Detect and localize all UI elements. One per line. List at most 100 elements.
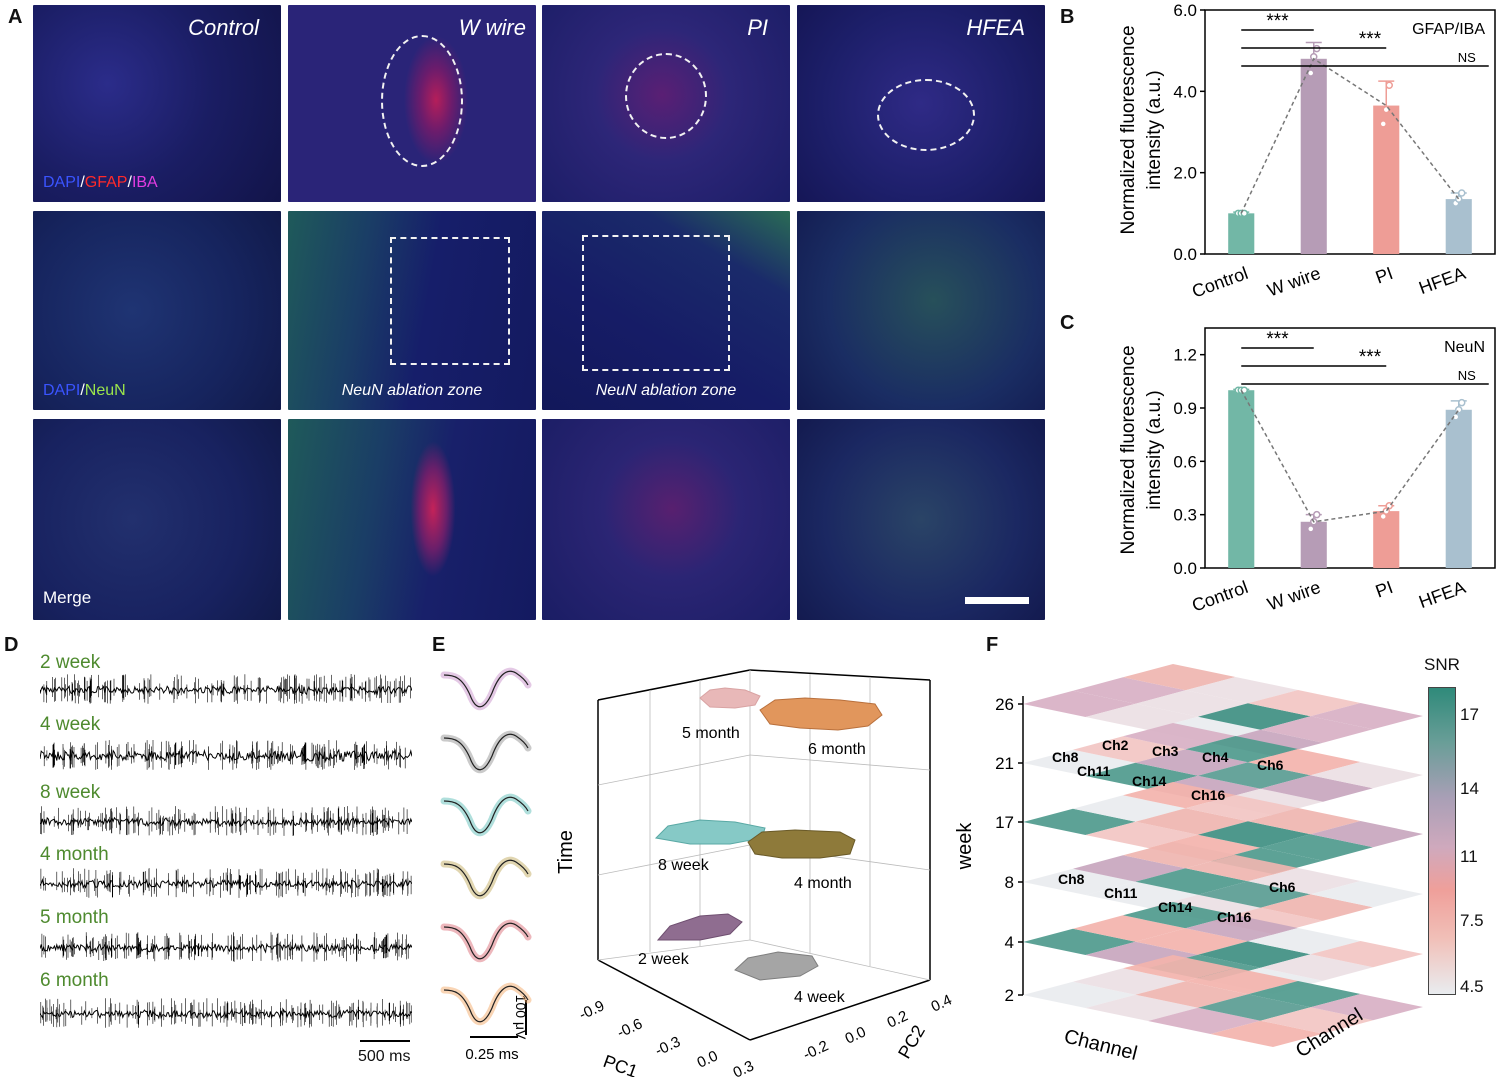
waveform-band xyxy=(440,793,532,837)
cluster-5-month xyxy=(699,687,761,709)
chart-c-sig-label: *** xyxy=(1266,329,1289,350)
snr-cell xyxy=(1310,994,1423,1021)
micrograph-pi-merge xyxy=(542,419,790,620)
trace-label-6-month: 6 month xyxy=(40,970,109,991)
channel-label: Ch3 xyxy=(1152,743,1179,759)
chart-c-ytick-label: 0.6 xyxy=(1173,452,1197,471)
trace-label-2-week: 2 week xyxy=(40,652,101,673)
chart-c-xtick-label: PI xyxy=(1373,577,1396,602)
lesion-outline xyxy=(625,53,707,139)
cluster-label-4-month: 4 month xyxy=(794,875,852,892)
snr-cell xyxy=(1023,981,1136,1008)
colorbar-tick: 17 xyxy=(1460,705,1479,724)
cluster-4-month xyxy=(747,829,856,859)
waveform-band xyxy=(440,667,532,711)
chart-b-ytick-label: 2.0 xyxy=(1173,164,1197,183)
spike-trace-2-week xyxy=(40,674,412,704)
week-tick-label: 2 xyxy=(1005,986,1014,1005)
channel-label: Ch14 xyxy=(1132,773,1166,789)
chart-c-trend-line xyxy=(1240,389,1460,523)
waveform-mean xyxy=(443,922,529,960)
snr-cell xyxy=(1198,821,1311,848)
trace-spikes xyxy=(41,932,409,962)
snr-cell xyxy=(1198,994,1311,1021)
snr-cell xyxy=(1198,941,1311,968)
panel-label-a: A xyxy=(8,6,23,28)
pc2-tick: 0.0 xyxy=(843,1023,869,1047)
waveform-time-scale-label: 0.25 ms xyxy=(465,1046,518,1063)
snr-cell xyxy=(1310,881,1423,908)
snr-cell xyxy=(1073,795,1186,822)
snr-cell xyxy=(1185,736,1298,763)
waveform-band xyxy=(440,856,532,900)
chart-c-sig-label: NS xyxy=(1458,368,1476,383)
chart-b-sig-label: NS xyxy=(1458,50,1476,65)
snr-cell xyxy=(1135,928,1248,955)
trace-label-8-week: 8 week xyxy=(40,782,101,803)
week-tick-label: 17 xyxy=(995,813,1014,832)
panel-label-c: C xyxy=(1060,312,1075,334)
waveform-mean xyxy=(443,670,529,708)
micrograph-control-gfap: Control DAPI/GFAP/IBA xyxy=(33,5,281,202)
chart-b-ytick-label: 6.0 xyxy=(1173,1,1197,20)
snr-cell xyxy=(1135,690,1248,717)
snr-cell xyxy=(1073,677,1186,704)
channel-label: Ch11 xyxy=(1104,885,1138,901)
chart-b-bar-3 xyxy=(1445,199,1472,254)
chart-c-point xyxy=(1379,512,1387,521)
snr-cell xyxy=(1185,915,1298,942)
panel-e-waveforms: 100 μV 0.25 ms xyxy=(440,667,532,1063)
micrograph-wwire-merge xyxy=(288,419,536,620)
trace-baseline xyxy=(40,878,412,890)
trace-label-4-week: 4 week xyxy=(40,714,101,735)
voltage-scale-label: 100 μV xyxy=(513,995,529,1040)
snr-cell xyxy=(1248,690,1361,717)
channel-label: Ch2 xyxy=(1102,737,1129,753)
panel-label-b: B xyxy=(1060,6,1075,28)
chart-c-sig-label: *** xyxy=(1359,347,1382,368)
snr-cell xyxy=(1023,868,1136,895)
snr-cell xyxy=(1248,749,1361,776)
panel-label-e: E xyxy=(432,634,446,656)
channel-label: Ch6 xyxy=(1269,879,1296,895)
micrograph-control-merge: Merge xyxy=(33,419,281,620)
snr-cell xyxy=(1085,881,1198,908)
panel-label-d: D xyxy=(4,634,19,656)
spike-trace-4-week xyxy=(40,740,412,770)
trace-baseline xyxy=(40,816,412,828)
chart-b-sig-label: *** xyxy=(1359,29,1382,50)
cluster-label-2-week: 2 week xyxy=(638,951,690,968)
waveform-mean xyxy=(443,733,529,771)
chart-c-ytick-label: 0.3 xyxy=(1173,506,1197,525)
snr-colorbar: SNR 17 14 11 7.5 4.5 xyxy=(1420,655,1500,1005)
snr-cell xyxy=(1085,762,1198,789)
cluster-label-4-week: 4 week xyxy=(794,989,846,1006)
week-axis-label: week xyxy=(955,822,976,871)
trace-label-5-month: 5 month xyxy=(40,907,109,928)
chart-b: Normalized fluorescence intensity (a.u.)… xyxy=(1118,1,1496,300)
cluster-4-week xyxy=(734,951,819,981)
micrograph-wwire-neun: NeuN ablation zone xyxy=(288,211,536,410)
channel-label: Ch11 xyxy=(1077,763,1111,779)
trace-spikes xyxy=(43,674,411,704)
snr-cell xyxy=(1310,941,1423,968)
time-scale-bar xyxy=(360,1040,410,1042)
spike-trace-6-month xyxy=(40,998,412,1028)
trace-spikes xyxy=(40,868,412,898)
channel-label: Ch8 xyxy=(1058,871,1085,887)
spike-trace-4-month xyxy=(40,868,412,898)
chart-c-ytick-label: 1.2 xyxy=(1173,346,1197,365)
chart-b-plot-frame xyxy=(1204,9,1496,255)
micrograph-control-neun: DAPI/NeuN xyxy=(33,211,281,410)
snr-cell xyxy=(1185,855,1298,882)
channel-label: Ch6 xyxy=(1257,757,1284,773)
chart-b-xtick-label: HFEA xyxy=(1416,263,1468,298)
stain-label-neun: DAPI/NeuN xyxy=(43,382,126,399)
trace-spikes xyxy=(40,998,412,1028)
trace-spikes xyxy=(40,806,408,836)
chart-b-point xyxy=(1379,120,1387,128)
colorbar-tick: 7.5 xyxy=(1460,911,1484,930)
snr-cell xyxy=(1123,902,1236,929)
chart-c-bar-0 xyxy=(1228,390,1255,568)
pca-box-frame xyxy=(597,669,931,1041)
